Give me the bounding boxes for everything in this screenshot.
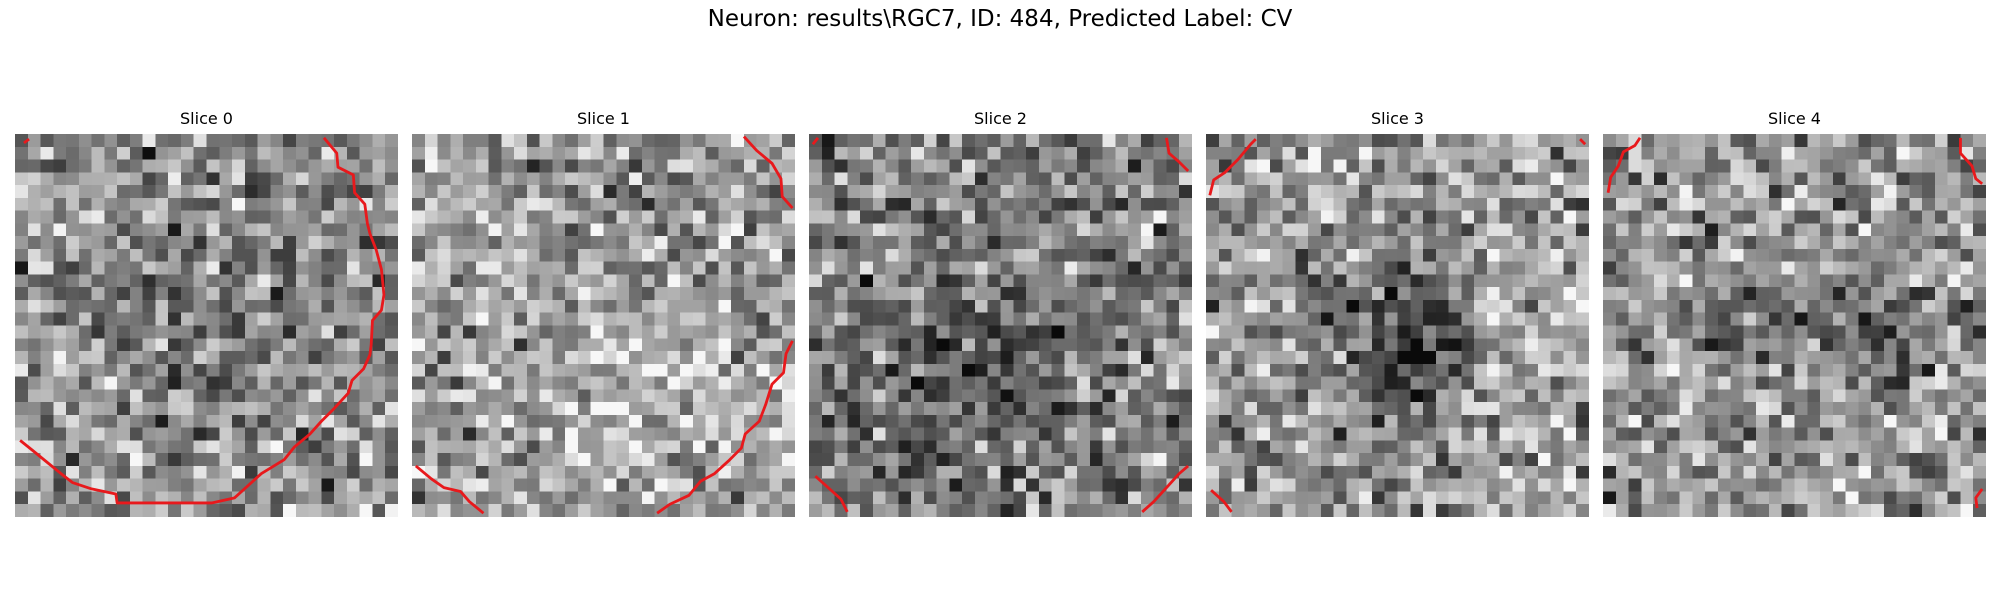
slice-image bbox=[412, 134, 795, 517]
contour-line bbox=[742, 135, 794, 209]
contour-line bbox=[1959, 137, 1984, 185]
slice-panel-0: Slice 0 bbox=[15, 108, 398, 517]
slice-image bbox=[1603, 134, 1986, 517]
contour-line bbox=[814, 475, 849, 513]
contour-line bbox=[414, 464, 485, 515]
slice-title: Slice 4 bbox=[1768, 109, 1821, 128]
slice-image bbox=[809, 134, 1192, 517]
slice-panel-1: Slice 1 bbox=[412, 108, 795, 517]
slice-title: Slice 0 bbox=[180, 109, 233, 128]
slice-image bbox=[1206, 134, 1589, 517]
slice-panel-4: Slice 4 bbox=[1603, 108, 1986, 517]
contour-line bbox=[1141, 464, 1190, 513]
contour-line bbox=[1606, 137, 1642, 193]
slice-title: Slice 1 bbox=[577, 109, 630, 128]
contour-line bbox=[23, 137, 30, 145]
figure-title: Neuron: results\RGC7, ID: 484, Predicted… bbox=[707, 6, 1293, 32]
slice-title: Slice 3 bbox=[1371, 109, 1424, 128]
contour-line bbox=[1579, 138, 1587, 146]
contour-line bbox=[1165, 137, 1190, 173]
contour-line bbox=[1974, 488, 1984, 509]
contour-line bbox=[19, 136, 386, 505]
contour-line bbox=[656, 340, 794, 515]
slice-panel-2: Slice 2 bbox=[809, 108, 1192, 517]
contour-line bbox=[1210, 489, 1233, 513]
contour-line bbox=[811, 136, 820, 146]
contour-line bbox=[1208, 138, 1257, 196]
slice-image bbox=[15, 134, 398, 517]
slice-title: Slice 2 bbox=[974, 109, 1027, 128]
slice-panel-3: Slice 3 bbox=[1206, 108, 1589, 517]
